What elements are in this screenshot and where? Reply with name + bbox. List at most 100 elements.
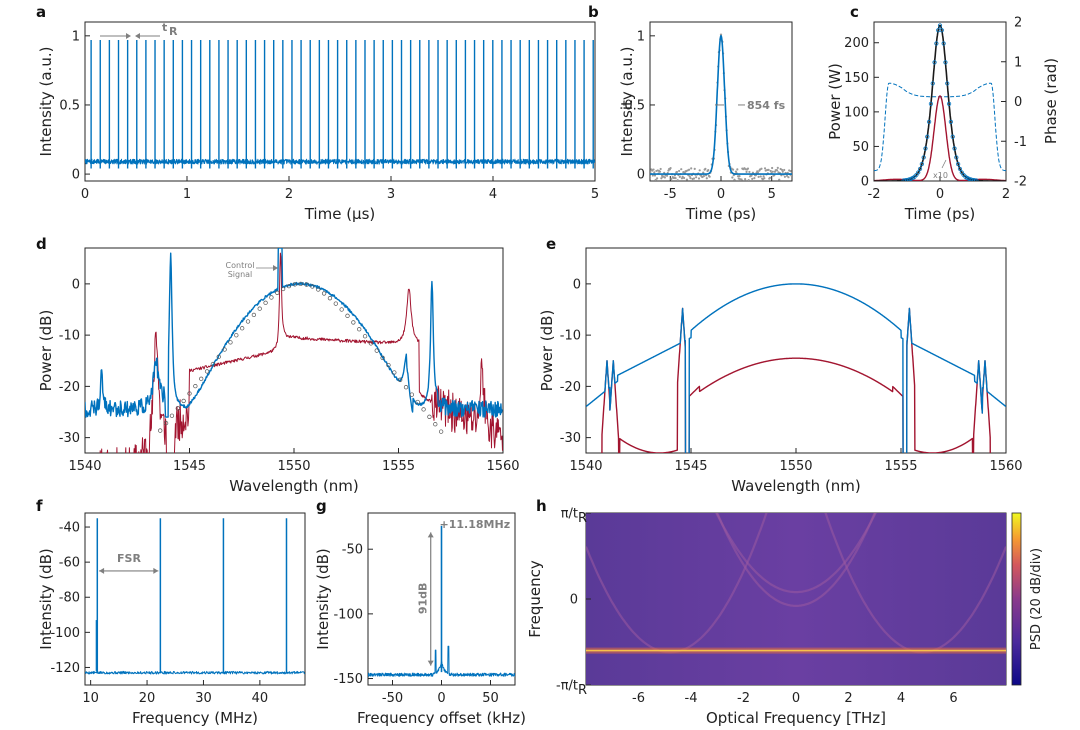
- y-tick-label: 0: [637, 168, 645, 183]
- panel-h-data: [586, 513, 1006, 685]
- sech-fit-point: [263, 300, 268, 305]
- snr-arrowhead-top: [427, 532, 434, 538]
- autocorr-point: [690, 167, 693, 170]
- y-tick-label: 100: [844, 105, 869, 120]
- sech-fit-point: [368, 341, 374, 346]
- autocorr-point: [778, 178, 781, 181]
- autocorr-point: [654, 178, 657, 181]
- autocorr-point: [757, 175, 760, 178]
- x-axis-label: Time (ps): [904, 205, 976, 223]
- y-tick-label: -10: [560, 329, 581, 344]
- x-tick-label: 5: [768, 187, 776, 202]
- control-label-line1: Control: [226, 261, 255, 270]
- simulated-control-spectrum: [601, 307, 991, 453]
- autocorr-point: [789, 170, 792, 173]
- sech-fit-point: [421, 407, 426, 412]
- panel-d-frame: [84, 247, 504, 454]
- dispersion-wave-2: [715, 513, 877, 594]
- y-axis-label: Power (W): [826, 63, 844, 140]
- autocorr-point: [705, 177, 708, 180]
- autocorr-point: [659, 167, 662, 171]
- rf-noise-floor: [85, 670, 305, 675]
- x-tick-label: 40: [252, 691, 269, 706]
- sech-fit-point: [163, 421, 169, 426]
- panel-b-data: [650, 33, 792, 181]
- y-tick-right-label: -1: [1014, 135, 1027, 150]
- autocorr-point: [678, 175, 681, 178]
- autocorr-point: [745, 170, 748, 173]
- soliton-point: [921, 155, 926, 160]
- fsr-label: FSR: [117, 552, 141, 565]
- sech-fit-point: [398, 377, 403, 382]
- x-tick-label: 10: [82, 691, 99, 706]
- y-axis-label: Intensity (a.u.): [618, 47, 636, 157]
- autocorr-point: [736, 168, 739, 171]
- autocorr-point: [656, 177, 659, 180]
- sech-fit-point: [228, 340, 233, 345]
- y-tick-label: π/t: [561, 507, 578, 522]
- sech-fit-point: [403, 385, 409, 390]
- panel-e-frame: [585, 247, 1007, 454]
- autocorr-point: [734, 170, 738, 173]
- panel-label-d: d: [36, 235, 47, 253]
- autocorr-point: [704, 167, 707, 170]
- autocorr-point: [697, 177, 701, 180]
- autocorr-fit: [650, 35, 792, 175]
- sech-fit-point: [240, 326, 245, 331]
- x-tick-label: 1555: [382, 459, 415, 474]
- autocorr-point: [748, 170, 751, 174]
- panel-e: 1540 1545 1550 1555 1560 -30 -20 -10 0 Wavelength…: [538, 247, 1023, 495]
- sech-fit-point: [357, 327, 362, 332]
- soliton-point: [919, 161, 924, 167]
- sech-fit-point: [310, 284, 315, 289]
- y-tick-label: 0.5: [59, 98, 80, 113]
- autocorr-point: [746, 167, 750, 170]
- soliton-point: [943, 60, 948, 65]
- autocorr-point: [769, 169, 772, 173]
- tR-label-sub: R: [169, 25, 178, 38]
- y-tick-label: -100: [50, 626, 80, 641]
- x-tick-label: 0: [717, 187, 725, 202]
- autocorr-point: [771, 170, 774, 173]
- soliton-point: [966, 176, 972, 181]
- tR-arrowhead-right: [135, 33, 140, 39]
- autocorr-point: [702, 171, 705, 174]
- autocorr-point: [682, 176, 686, 180]
- autocorr-point: [751, 177, 754, 180]
- sech-fit-point: [415, 399, 420, 405]
- x-tick-label: 0: [437, 691, 445, 706]
- x-tick-label: -5: [664, 187, 677, 202]
- panel-b: -5 0 5 0 0.5 1 Time (ps) Intensity (a.u.) 854 fs: [618, 21, 793, 223]
- autocorr-point: [707, 169, 710, 172]
- autocorr-point: [781, 170, 784, 173]
- y-tick-label: -40: [59, 521, 80, 536]
- fsr-arrowhead-left: [99, 567, 105, 574]
- y-axis-right-label: Phase (rad): [1042, 58, 1060, 144]
- autocorr-point: [692, 177, 696, 180]
- soliton-point: [974, 178, 979, 181]
- autocorr-point: [693, 167, 696, 170]
- soliton-spectrum: [85, 248, 503, 418]
- sech-fit-point: [280, 286, 286, 292]
- x-axis-label: Time (μs): [304, 205, 376, 223]
- simulated-soliton-spectrum: [586, 283, 1006, 453]
- sech-fit-point: [234, 333, 239, 338]
- colorbar: [1011, 512, 1022, 686]
- autocorr-point: [756, 171, 760, 174]
- sech-fit-point: [427, 414, 432, 419]
- y-tick-label: -50: [342, 543, 363, 558]
- y-tick-label: 0: [72, 168, 80, 183]
- panel-d-data: [85, 248, 503, 453]
- autocorr-point: [759, 175, 762, 178]
- y-tick-label: 0.5: [624, 98, 645, 113]
- autocorr-point: [760, 167, 763, 170]
- panel-label-a: a: [36, 3, 46, 21]
- soliton-point: [907, 177, 912, 181]
- x-tick-label: 1540: [569, 459, 602, 474]
- x-axis-label: Optical Frequency [THz]: [706, 709, 886, 727]
- y-tick-label: 0: [570, 593, 578, 608]
- autocorr-point: [676, 179, 679, 181]
- autocorr-point: [653, 171, 656, 174]
- panel-c-frame: [873, 21, 1007, 182]
